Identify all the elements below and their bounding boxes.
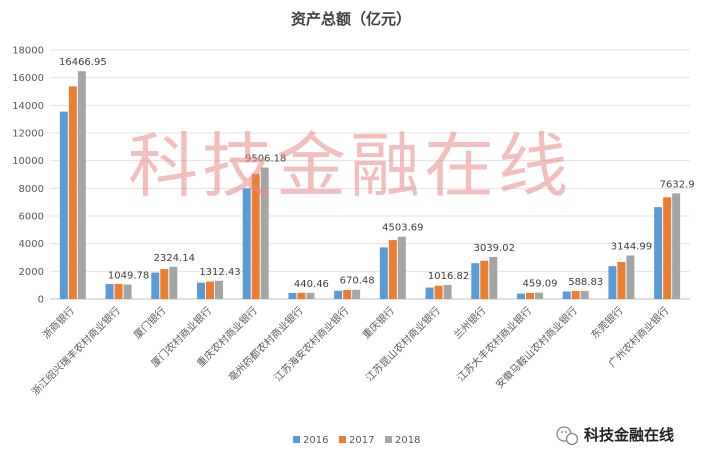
legend-swatch: [385, 436, 392, 443]
bar-2017: [343, 290, 352, 299]
brand: 科技金融在线: [556, 426, 674, 446]
category-label: 亳州药都农村商业银行: [226, 304, 306, 384]
data-label: 440.46: [294, 279, 329, 290]
wechat-icon: [556, 426, 579, 446]
bar-2018: [626, 255, 635, 299]
data-labels: 16466.95 1049.78 2324.14 1312.43 9506.18 440.…: [59, 57, 695, 290]
bar-2018: [489, 256, 498, 299]
y-tick-label: 8000: [19, 184, 44, 195]
bar-2016: [562, 291, 571, 299]
y-tick-label: 6000: [19, 212, 44, 223]
bar-2016: [608, 266, 617, 299]
legend: 2016 2017 2018: [293, 435, 420, 446]
legend-swatch: [293, 436, 300, 443]
category-label: 浙商银行: [40, 304, 77, 341]
bar-2017: [251, 173, 260, 299]
category-label: 安徽马鞍山农村商业银行: [493, 304, 580, 391]
data-label: 1049.78: [108, 270, 149, 281]
brand-text: 科技金融在线: [584, 426, 674, 444]
bar-2016: [471, 263, 480, 299]
legend-swatch: [339, 436, 346, 443]
bar-2018: [672, 193, 681, 299]
y-tick-label: 14000: [12, 101, 44, 112]
bar-2017: [206, 281, 214, 299]
data-label: 1016.82: [428, 271, 469, 282]
bar-2018: [77, 71, 86, 300]
category-label: 重庆银行: [360, 304, 397, 341]
bar-2018: [169, 266, 178, 299]
bar-2017: [663, 197, 672, 299]
grid: [50, 49, 690, 300]
bar-2016: [242, 188, 251, 299]
bar-2017: [434, 285, 443, 299]
bar-2018: [260, 167, 269, 299]
bar-2018: [306, 292, 315, 299]
bar-2017: [617, 261, 626, 299]
category-label: 江苏昆山农村商业银行: [363, 304, 443, 384]
bar-2017: [526, 292, 534, 299]
bar-2017: [297, 292, 306, 299]
watermark: 科技金融在线: [128, 125, 572, 207]
category-label: 江苏海安农村商业银行: [271, 304, 351, 384]
bar-2016: [517, 293, 525, 299]
data-label: 1312.43: [199, 267, 240, 278]
data-label: 7632.9: [660, 179, 695, 190]
category-label: 浙江绍兴瑞丰农村商业银行: [29, 304, 123, 398]
bar-2016: [379, 247, 388, 299]
data-label: 16466.95: [59, 57, 107, 68]
bar-2018: [397, 236, 406, 299]
bar-2016: [105, 284, 114, 299]
data-label: 3039.02: [474, 243, 515, 254]
legend-label: 2018: [395, 435, 420, 446]
category-label: 厦门银行: [131, 304, 168, 341]
bar-2016: [425, 287, 434, 299]
bar-2017: [480, 260, 489, 299]
legend-label: 2016: [303, 435, 328, 446]
chart-title: 资产总额（亿元）: [291, 10, 411, 28]
bar-2017: [160, 269, 169, 299]
y-tick-label: 12000: [12, 129, 44, 140]
bar-2018: [215, 280, 223, 299]
bar-2017: [68, 86, 77, 299]
bar-2017: [571, 290, 580, 299]
bar-2018: [443, 284, 452, 299]
category-label: 江苏大丰农村商业银行: [454, 304, 534, 384]
bar-2018: [535, 292, 543, 299]
y-tick-label: 18000: [12, 46, 44, 57]
category-label: 兰州银行: [451, 304, 488, 341]
bar-2016: [197, 282, 205, 299]
legend-label: 2017: [349, 435, 374, 446]
bar-2016: [288, 292, 297, 299]
y-tick-label: 4000: [19, 239, 44, 250]
data-label: 670.48: [340, 276, 375, 287]
y-tick-label: 2000: [19, 267, 44, 278]
y-tick-label: 10000: [12, 156, 44, 167]
bars: [59, 71, 681, 300]
bar-2016: [59, 111, 68, 299]
y-tick-label: 16000: [12, 73, 44, 84]
data-label: 459.09: [523, 279, 558, 290]
bar-2016: [334, 290, 343, 299]
y-tick-label: 0: [38, 295, 44, 306]
bar-2017: [114, 283, 123, 299]
data-label: 588.83: [568, 277, 603, 288]
data-label: 3144.99: [611, 241, 652, 252]
bar-2016: [654, 207, 663, 299]
data-label: 2324.14: [154, 253, 195, 264]
data-label: 9506.18: [245, 153, 286, 164]
bar-2018: [580, 290, 589, 299]
category-label: 东莞银行: [588, 304, 625, 341]
bar-2018: [123, 284, 132, 299]
bar-2018: [352, 289, 361, 299]
bar-2016: [151, 272, 160, 299]
bar-2017: [388, 240, 397, 299]
y-axis: 0 2000 4000 6000 8000 10000 12000 14000 16000 180…: [12, 46, 44, 306]
data-label: 4503.69: [382, 223, 423, 234]
